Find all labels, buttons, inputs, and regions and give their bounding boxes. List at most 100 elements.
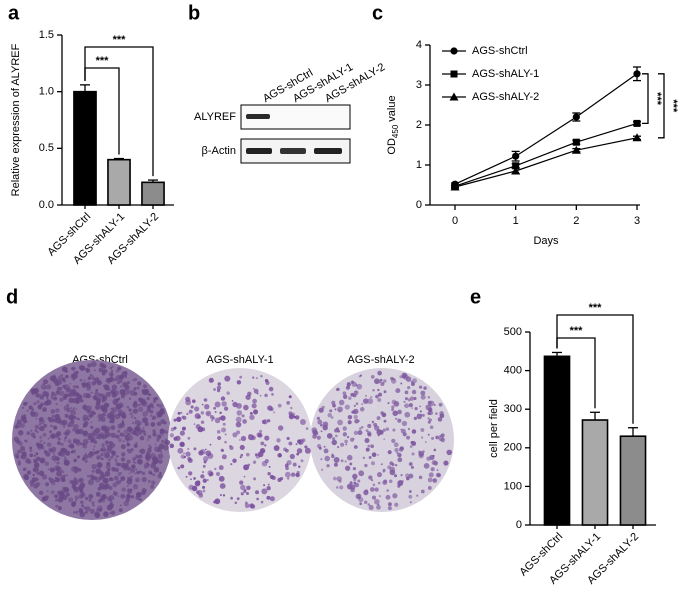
colony <box>125 434 128 438</box>
colony <box>115 480 119 484</box>
colony <box>104 452 110 459</box>
colony <box>169 433 174 438</box>
colony <box>72 449 76 454</box>
colony <box>214 417 221 424</box>
significance-label: *** <box>570 325 584 337</box>
colony <box>26 470 32 475</box>
colony <box>219 411 222 415</box>
panel-label: a <box>8 2 20 24</box>
colony <box>242 419 247 424</box>
colony <box>239 439 241 441</box>
colony <box>94 477 101 483</box>
colony <box>101 498 106 503</box>
colony <box>130 495 135 499</box>
colony <box>245 491 249 495</box>
colony <box>82 513 84 516</box>
colony <box>318 446 322 450</box>
line <box>454 73 638 185</box>
colony <box>103 448 106 452</box>
colony <box>47 468 50 471</box>
colony <box>342 426 347 431</box>
colony <box>363 489 369 496</box>
colony <box>383 390 387 394</box>
colony <box>39 457 46 464</box>
colony <box>42 432 47 437</box>
colony <box>133 443 138 448</box>
colony <box>254 453 258 457</box>
colony <box>349 462 353 466</box>
colony <box>119 385 122 388</box>
colony <box>352 393 357 398</box>
colony <box>203 398 208 402</box>
colony <box>120 476 126 481</box>
colony <box>288 441 293 446</box>
colony <box>216 430 221 434</box>
colony <box>394 474 398 478</box>
colony <box>23 473 29 480</box>
colony <box>220 415 226 421</box>
colony <box>119 405 122 408</box>
colony <box>115 374 122 381</box>
colony <box>435 412 438 415</box>
colony <box>133 387 137 391</box>
colony <box>357 419 360 423</box>
colony <box>421 413 425 417</box>
colony <box>387 502 392 507</box>
colony <box>266 495 271 500</box>
colony <box>253 477 257 481</box>
colony <box>439 411 444 416</box>
colony <box>222 494 226 497</box>
colony <box>206 479 209 481</box>
colony <box>353 430 359 436</box>
colony <box>48 477 52 481</box>
colony <box>66 403 70 407</box>
colony <box>370 396 373 399</box>
colony <box>114 458 117 461</box>
y-axis-label-suffix: value <box>386 95 398 121</box>
colony <box>397 457 403 463</box>
colony <box>378 429 384 435</box>
colony <box>160 451 163 454</box>
colony <box>342 432 348 437</box>
error-bar <box>552 351 562 357</box>
colony <box>202 485 206 489</box>
colony <box>251 403 257 409</box>
colony <box>397 480 404 486</box>
colony <box>104 471 111 477</box>
colony <box>300 459 304 463</box>
colony <box>268 465 271 468</box>
colony <box>45 451 51 457</box>
bar <box>141 181 165 206</box>
colony <box>65 492 70 497</box>
colony <box>108 502 115 508</box>
colony <box>43 441 46 445</box>
colony <box>224 433 227 436</box>
colony <box>68 414 75 421</box>
colony <box>201 403 204 406</box>
colony <box>36 400 40 404</box>
colony <box>361 426 364 429</box>
colony <box>249 411 253 415</box>
colony <box>111 467 116 472</box>
colony <box>134 422 137 425</box>
colony <box>357 430 363 436</box>
colony <box>73 423 79 430</box>
colony <box>152 473 156 477</box>
x-axis-label: Days <box>533 235 559 247</box>
marker <box>512 162 520 170</box>
colony <box>177 466 181 470</box>
y-tick-label: 1.5 <box>39 29 54 41</box>
colony <box>149 409 154 414</box>
colony <box>204 403 210 410</box>
colony <box>78 364 85 371</box>
panel-label: d <box>6 286 18 308</box>
colony <box>408 473 414 479</box>
colony <box>367 423 372 429</box>
colony <box>82 417 87 422</box>
colony <box>252 460 257 464</box>
colony <box>409 501 412 504</box>
colony <box>374 378 380 385</box>
colony <box>133 377 138 382</box>
colony <box>117 495 120 497</box>
colony <box>119 379 123 383</box>
